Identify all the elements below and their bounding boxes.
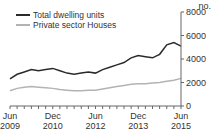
svg-text:Dec2010: Dec2010 bbox=[43, 111, 63, 131]
svg-text:Jun2009: Jun2009 bbox=[8, 111, 20, 131]
html-text:Total dwelling units: Total dwelling units bbox=[33, 10, 105, 20]
svg-text:2000: 2000 bbox=[186, 78, 206, 88]
svg-text:Jun2015: Jun2015 bbox=[171, 111, 191, 131]
svg-text:0: 0 bbox=[186, 101, 191, 111]
svg-text:Dec2013: Dec2013 bbox=[128, 111, 148, 131]
svg-text:4000: 4000 bbox=[186, 54, 206, 64]
html-text:Private sector Houses: Private sector Houses bbox=[33, 20, 117, 30]
html-text:no.: no. bbox=[198, 1, 211, 11]
svg-text:6000: 6000 bbox=[186, 31, 206, 41]
svg-text:Jun2012: Jun2012 bbox=[85, 111, 105, 131]
svg-text:8000: 8000 bbox=[186, 7, 206, 17]
